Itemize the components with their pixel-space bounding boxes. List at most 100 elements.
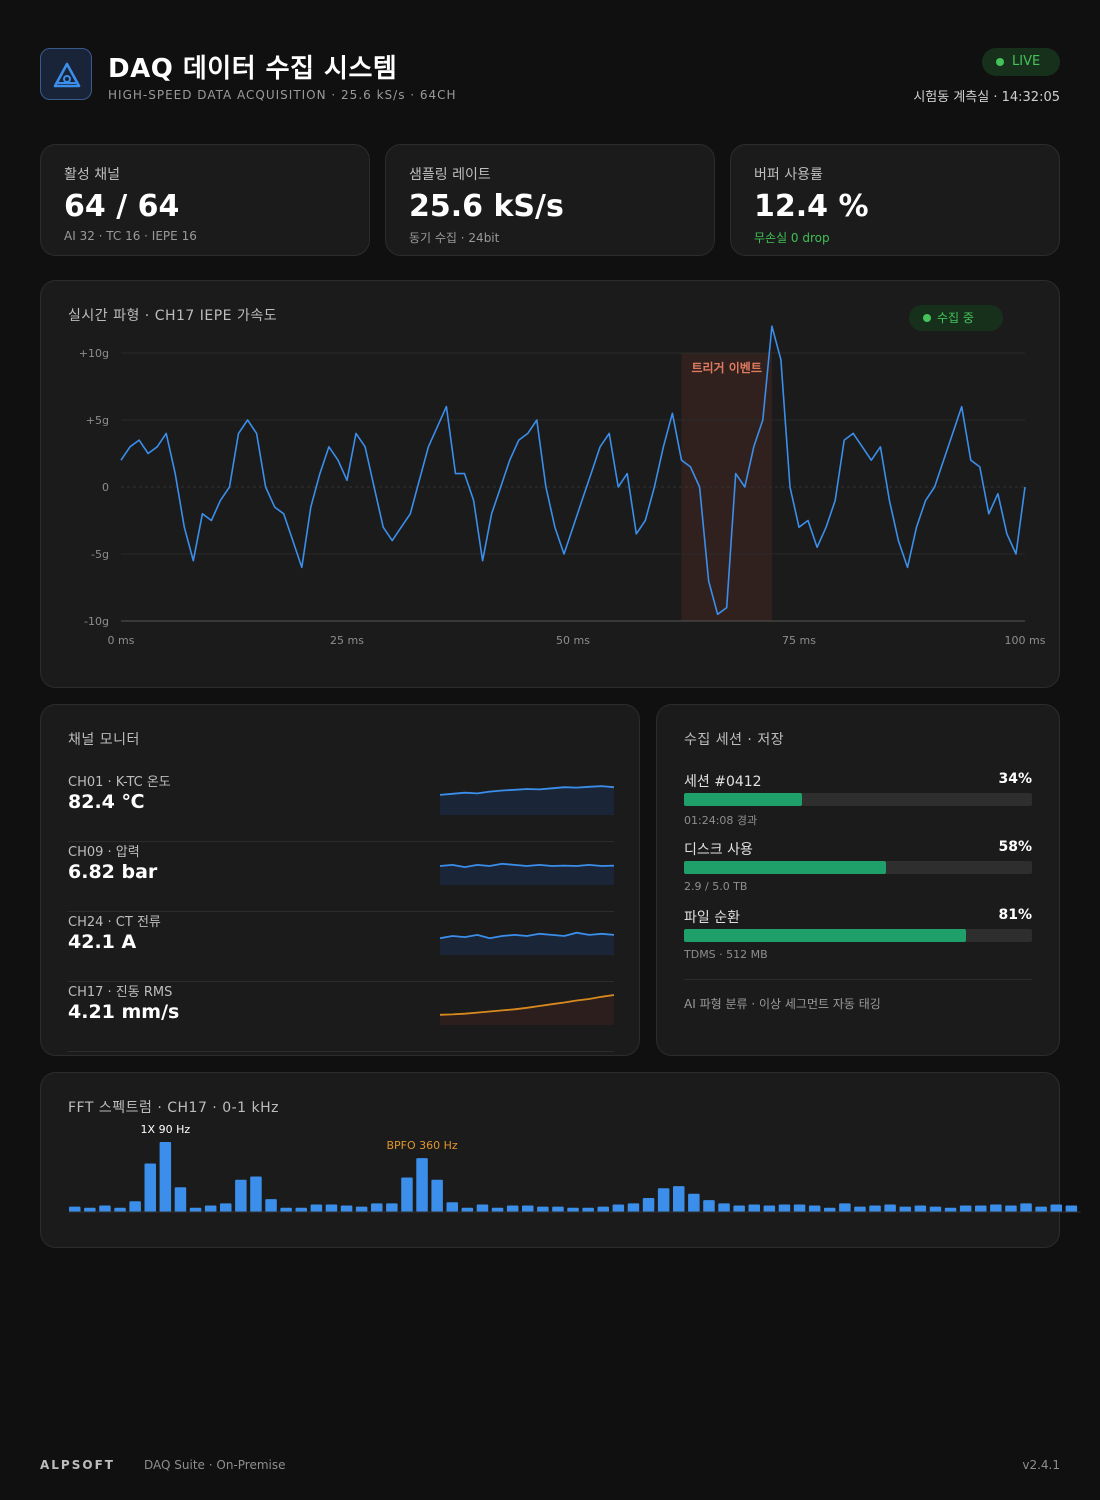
stat-card-channels: 활성 채널 64 / 64 AI 32 · TC 16 · IEPE 16 [40, 144, 370, 256]
fft-bar [582, 1207, 594, 1212]
fft-bar [552, 1206, 564, 1212]
channel-row[interactable]: CH17 · 진동 RMS 4.21 mm/s [68, 981, 614, 1052]
fft-bar [204, 1205, 217, 1212]
fft-bar [884, 1204, 896, 1212]
fft-bar [944, 1207, 957, 1212]
y-tick-label: +5g [86, 414, 109, 427]
sparkline-area [440, 863, 614, 885]
fft-bar [280, 1207, 292, 1212]
session-panel: 수집 세션 · 저장 세션 #0412 34% 01:24:08 경과 디스크 … [656, 704, 1060, 1056]
fft-bar [522, 1205, 534, 1212]
fft-bar [567, 1207, 579, 1212]
fft-bar [627, 1203, 640, 1212]
fft-bar [657, 1188, 670, 1212]
progress-fill [684, 929, 966, 942]
live-label: LIVE [1012, 54, 1041, 69]
fft-bar [1020, 1203, 1032, 1212]
waveform-series-line [120, 325, 1026, 616]
triangle-signal-icon [53, 62, 81, 88]
fft-bar [869, 1205, 881, 1212]
progress-label: 디스크 사용 [684, 842, 753, 858]
channel-name: CH24 · CT 전류 [68, 915, 161, 930]
progress-label: 세션 #0412 [684, 774, 762, 790]
sparkline-line [440, 785, 614, 796]
progress-label: 파일 순환 [684, 910, 740, 926]
stat-label: 샘플링 레이트 [409, 167, 491, 183]
waveform-chart: +10g +5g 0 -5g -10g 0 ms 25 ms 50 ms 75 ms 100 ms… [79, 325, 1046, 647]
fft-bar [491, 1207, 504, 1212]
x-tick-label: 75 ms [782, 634, 816, 647]
fft-bar [446, 1202, 458, 1212]
channel-value: 42.1 A [68, 931, 137, 953]
channel-monitor-panel: 채널 모니터 CH01 · K-TC 온도 82.4 ℃ CH09 · 압력 6… [40, 704, 640, 1056]
fft-bar [1065, 1205, 1078, 1212]
progress-sub: 2.9 / 5.0 TB [684, 880, 748, 893]
version-label: v2.4.1 [1022, 1458, 1060, 1472]
location-time: 시험동 계측실 · 14:32:05 [913, 90, 1060, 105]
y-tick-label: 0 [102, 481, 109, 494]
progress-track [684, 929, 1032, 942]
y-tick-label: -5g [91, 548, 109, 561]
sparkline-area [440, 932, 614, 955]
fft-bar [295, 1207, 307, 1212]
fft-annotation: 1X 90 Hz [141, 1123, 191, 1136]
channel-name: CH01 · K-TC 온도 [68, 775, 171, 790]
progress-percent: 81% [998, 907, 1032, 923]
sparkline-area [440, 995, 614, 1025]
fft-bar [355, 1206, 368, 1212]
stat-card-buffer: 버퍼 사용률 12.4 % 무손실 0 drop [730, 144, 1060, 256]
app-logo [40, 48, 92, 100]
fft-bar [854, 1206, 866, 1212]
channel-sparkline [440, 994, 614, 1025]
fft-chart: 1X 90 Hz BPFO 360 Hz [69, 1123, 1081, 1213]
fft-bar [929, 1206, 942, 1212]
stat-sub: 동기 수집 · 24bit [409, 231, 500, 245]
channel-row[interactable]: CH09 · 압력 6.82 bar [68, 841, 614, 912]
fft-bar [688, 1193, 700, 1212]
fft-bar [748, 1204, 760, 1212]
stat-sub: AI 32 · TC 16 · IEPE 16 [64, 229, 197, 243]
fft-bar [1050, 1204, 1062, 1212]
fft-bar [959, 1205, 972, 1212]
progress-fill [684, 793, 803, 806]
channel-row[interactable]: CH24 · CT 전류 42.1 A [68, 911, 614, 982]
y-tick-label: -10g [84, 615, 109, 628]
y-tick-label: +10g [79, 347, 109, 360]
fft-bar [99, 1205, 111, 1212]
progress-percent: 58% [998, 839, 1032, 855]
live-badge: LIVE [982, 48, 1060, 76]
x-tick-label: 100 ms [1005, 634, 1046, 647]
fft-bar [1035, 1206, 1047, 1212]
channel-value: 4.21 mm/s [68, 1001, 180, 1023]
fft-bar [189, 1207, 202, 1212]
fft-bar [612, 1204, 625, 1212]
fft-bar [220, 1203, 232, 1212]
stat-value: 25.6 kS/s [409, 189, 564, 224]
trigger-label: 트리거 이벤트 [691, 360, 761, 375]
sparkline-line [440, 994, 614, 1016]
channel-name: CH09 · 압력 [68, 845, 140, 860]
fft-bar [265, 1199, 277, 1212]
header: DAQ 데이터 수집 시스템 HIGH-SPEED DATA ACQUISITI… [40, 48, 1060, 108]
fft-bar [325, 1204, 338, 1212]
progress-track [684, 793, 1032, 806]
live-dot-icon [996, 58, 1004, 66]
acquiring-label: 수집 중 [937, 311, 974, 325]
ai-note: AI 파형 분류 · 이상 세그먼트 자동 태깅 [684, 997, 881, 1011]
status-dot-icon [923, 314, 931, 322]
channel-row[interactable]: CH01 · K-TC 온도 82.4 ℃ [68, 771, 614, 842]
fft-bar [763, 1205, 776, 1212]
waveform-title: 실시간 파형 · CH17 IEPE 가속도 [68, 308, 278, 324]
sparkline-line [440, 862, 614, 869]
fft-bar [839, 1203, 851, 1212]
fft-bar [537, 1206, 549, 1212]
fft-bar [476, 1204, 489, 1212]
fft-bar [1005, 1205, 1017, 1212]
fft-bar [703, 1200, 715, 1212]
fft-bar [69, 1206, 81, 1212]
page-subtitle: HIGH-SPEED DATA ACQUISITION · 25.6 kS/s … [108, 88, 457, 102]
fft-bar [778, 1204, 791, 1212]
fft-bar [461, 1207, 474, 1212]
fft-bar [718, 1203, 730, 1212]
fft-annotation: BPFO 360 Hz [386, 1139, 457, 1152]
